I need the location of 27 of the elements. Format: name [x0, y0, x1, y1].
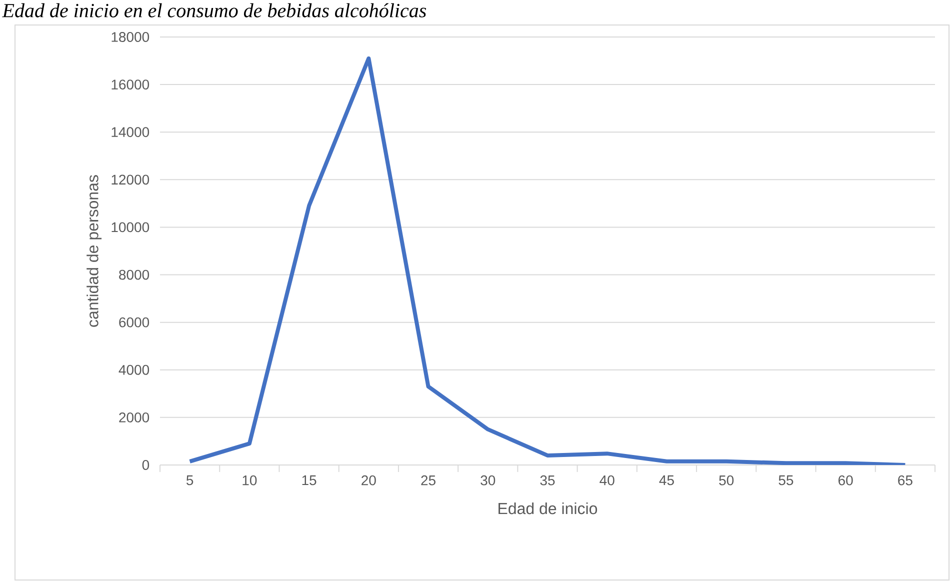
chart-title: Edad de inicio en el consumo de bebidas alcohólicas	[2, 3, 426, 18]
x-tick-label: 50	[719, 475, 734, 486]
y-tick-label: 2000	[119, 412, 150, 422]
y-tick-label: 18000	[112, 32, 150, 42]
x-tick-label: 35	[540, 475, 555, 486]
y-tick-label: 6000	[119, 317, 150, 328]
x-tick-label: 45	[659, 475, 674, 486]
x-tick-label: 60	[838, 475, 853, 486]
y-tick-label: 12000	[112, 174, 150, 185]
x-tick-label: 30	[480, 475, 496, 486]
y-axis-title: cantidad de personas	[86, 175, 102, 327]
x-tick-label: 65	[898, 475, 912, 486]
x-tick-label: 55	[778, 475, 794, 486]
x-tick-label: 5	[186, 475, 194, 486]
y-tick-label: 4000	[118, 364, 150, 375]
x-tick-label: 40	[600, 475, 614, 486]
x-tick-label: 15	[302, 475, 316, 486]
x-tick-label: 10	[242, 475, 257, 486]
y-tick-label: 16000	[112, 80, 150, 90]
y-tick-label: 10000	[112, 222, 150, 232]
y-tick-label: 8000	[119, 270, 150, 280]
y-tick-label: 14000	[112, 127, 150, 138]
x-tick-label: 25	[421, 475, 436, 486]
x-axis-title: Edad de inicio	[498, 502, 598, 514]
y-tick-label: 0	[142, 460, 150, 470]
x-tick-label: 20	[362, 475, 376, 486]
line-series	[188, 56, 908, 465]
